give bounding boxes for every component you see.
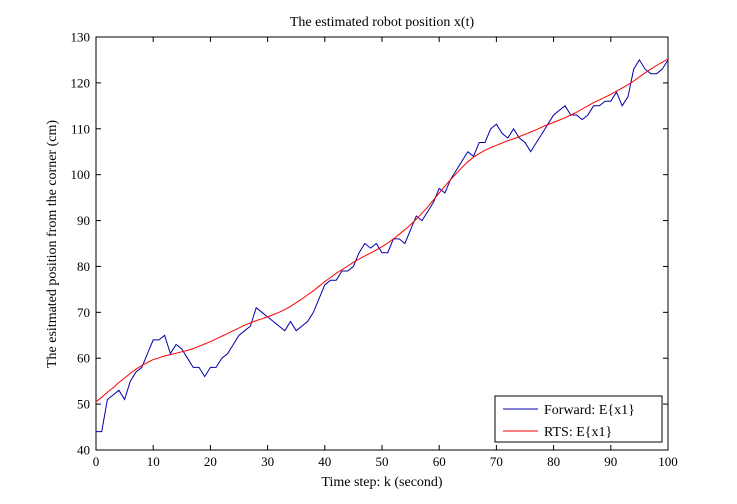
y-tick-label: 130 (71, 30, 91, 45)
y-tick-label: 120 (71, 75, 91, 90)
y-tick-label: 60 (77, 351, 90, 366)
legend: Forward: E{x1} RTS: E{x1} (494, 395, 663, 443)
series-lines (95, 58, 669, 433)
x-tick-label: 30 (261, 454, 274, 469)
y-tick-label: 80 (77, 259, 90, 274)
x-tick-label: 90 (604, 454, 617, 469)
y-tick-label: 50 (77, 397, 90, 412)
y-tick-label: 40 (77, 443, 90, 458)
x-tick-label: 0 (93, 454, 100, 469)
legend-box (494, 395, 663, 443)
legend-label-rts: RTS: E{x1} (544, 425, 612, 440)
x-tick-label: 80 (547, 454, 560, 469)
legend-label-forward: Forward: E{x1} (544, 403, 635, 418)
y-tick-label: 70 (77, 305, 90, 320)
x-tick-label: 70 (490, 454, 503, 469)
x-tick-label: 50 (376, 454, 389, 469)
plot-frame (95, 36, 669, 451)
y-tick-label: 90 (77, 213, 90, 228)
y-axis-label: The esitmated position from the corner (… (45, 120, 60, 368)
y-tick-label: 110 (71, 121, 90, 136)
x-tick-label: 60 (433, 454, 446, 469)
x-tick-label: 20 (204, 454, 217, 469)
series-line-forward (96, 58, 669, 433)
chart-title: The estimated robot position x(t) (290, 15, 475, 30)
plot-area (95, 36, 669, 451)
y-tick-label: 100 (71, 167, 91, 182)
axis-ticks: 0 10 20 30 40 50 60 70 80 90 100 40 50 60 70 80 90 100 110… (71, 30, 678, 470)
x-tick-label: 40 (318, 454, 331, 469)
x-axis-label: Time step: k (second) (321, 475, 443, 490)
series-line-rts (95, 58, 669, 403)
x-tick-label: 100 (658, 454, 678, 469)
x-tick-label: 10 (147, 454, 160, 469)
